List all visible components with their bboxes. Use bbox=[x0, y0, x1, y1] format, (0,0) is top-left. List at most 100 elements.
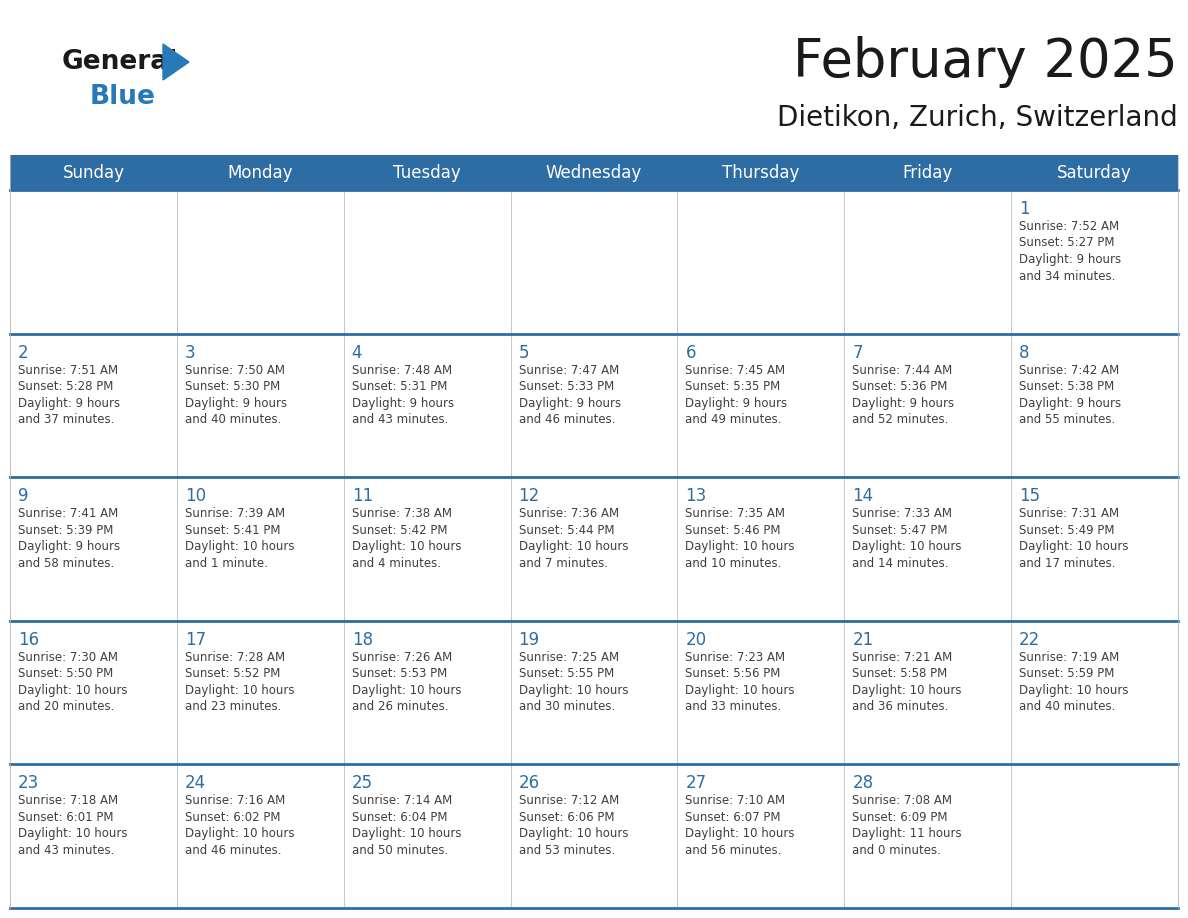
Bar bbox=[1011, 621, 1178, 765]
Text: and 43 minutes.: and 43 minutes. bbox=[18, 844, 114, 856]
Text: Sunset: 5:58 PM: Sunset: 5:58 PM bbox=[852, 667, 948, 680]
Text: 4: 4 bbox=[352, 343, 362, 362]
Text: 7: 7 bbox=[852, 343, 862, 362]
Text: Monday: Monday bbox=[228, 163, 293, 182]
Bar bbox=[1011, 477, 1178, 621]
Text: 1: 1 bbox=[1019, 200, 1030, 218]
Text: and 1 minute.: and 1 minute. bbox=[185, 556, 267, 570]
Text: and 23 minutes.: and 23 minutes. bbox=[185, 700, 282, 713]
Text: and 26 minutes.: and 26 minutes. bbox=[352, 700, 448, 713]
Text: 13: 13 bbox=[685, 487, 707, 505]
Bar bbox=[511, 621, 677, 765]
Text: Daylight: 10 hours: Daylight: 10 hours bbox=[352, 684, 461, 697]
Text: Daylight: 9 hours: Daylight: 9 hours bbox=[18, 397, 120, 409]
Text: Sunrise: 7:08 AM: Sunrise: 7:08 AM bbox=[852, 794, 953, 808]
Text: Daylight: 10 hours: Daylight: 10 hours bbox=[185, 540, 295, 554]
Text: Sunrise: 7:21 AM: Sunrise: 7:21 AM bbox=[852, 651, 953, 664]
Text: Sunrise: 7:10 AM: Sunrise: 7:10 AM bbox=[685, 794, 785, 808]
Text: 23: 23 bbox=[18, 775, 39, 792]
Text: Tuesday: Tuesday bbox=[393, 163, 461, 182]
Text: Daylight: 10 hours: Daylight: 10 hours bbox=[685, 684, 795, 697]
Text: and 4 minutes.: and 4 minutes. bbox=[352, 556, 441, 570]
Bar bbox=[177, 333, 343, 477]
Text: Sunrise: 7:33 AM: Sunrise: 7:33 AM bbox=[852, 508, 953, 521]
Text: Sunset: 5:47 PM: Sunset: 5:47 PM bbox=[852, 523, 948, 537]
Text: 17: 17 bbox=[185, 631, 206, 649]
Text: 5: 5 bbox=[519, 343, 529, 362]
Text: Sunrise: 7:12 AM: Sunrise: 7:12 AM bbox=[519, 794, 619, 808]
Text: Daylight: 9 hours: Daylight: 9 hours bbox=[352, 397, 454, 409]
Bar bbox=[511, 765, 677, 908]
Text: Sunset: 5:33 PM: Sunset: 5:33 PM bbox=[519, 380, 614, 393]
Text: and 53 minutes.: and 53 minutes. bbox=[519, 844, 615, 856]
Text: 2: 2 bbox=[18, 343, 29, 362]
Text: Dietikon, Zurich, Switzerland: Dietikon, Zurich, Switzerland bbox=[777, 104, 1178, 132]
Text: and 40 minutes.: and 40 minutes. bbox=[185, 413, 282, 426]
Bar bbox=[177, 621, 343, 765]
Text: Sunrise: 7:39 AM: Sunrise: 7:39 AM bbox=[185, 508, 285, 521]
Text: and 30 minutes.: and 30 minutes. bbox=[519, 700, 615, 713]
Text: 22: 22 bbox=[1019, 631, 1041, 649]
Text: Daylight: 10 hours: Daylight: 10 hours bbox=[519, 684, 628, 697]
Text: Sunset: 5:39 PM: Sunset: 5:39 PM bbox=[18, 523, 113, 537]
Text: Sunrise: 7:18 AM: Sunrise: 7:18 AM bbox=[18, 794, 118, 808]
Bar bbox=[511, 477, 677, 621]
Text: Sunset: 5:35 PM: Sunset: 5:35 PM bbox=[685, 380, 781, 393]
Bar bbox=[343, 333, 511, 477]
Text: 8: 8 bbox=[1019, 343, 1030, 362]
Text: Sunset: 5:56 PM: Sunset: 5:56 PM bbox=[685, 667, 781, 680]
Text: Sunrise: 7:35 AM: Sunrise: 7:35 AM bbox=[685, 508, 785, 521]
Text: Wednesday: Wednesday bbox=[545, 163, 643, 182]
Bar bbox=[10, 333, 177, 477]
Bar bbox=[1011, 190, 1178, 333]
Bar bbox=[10, 190, 177, 333]
Text: Daylight: 10 hours: Daylight: 10 hours bbox=[519, 827, 628, 840]
Bar bbox=[343, 765, 511, 908]
Text: Sunset: 5:42 PM: Sunset: 5:42 PM bbox=[352, 523, 447, 537]
Text: 16: 16 bbox=[18, 631, 39, 649]
Text: Thursday: Thursday bbox=[722, 163, 800, 182]
Bar bbox=[343, 477, 511, 621]
Text: Sunrise: 7:28 AM: Sunrise: 7:28 AM bbox=[185, 651, 285, 664]
Bar bbox=[677, 190, 845, 333]
Text: 9: 9 bbox=[18, 487, 29, 505]
Text: Sunrise: 7:23 AM: Sunrise: 7:23 AM bbox=[685, 651, 785, 664]
Text: Saturday: Saturday bbox=[1057, 163, 1132, 182]
Text: Blue: Blue bbox=[90, 84, 156, 110]
Text: and 46 minutes.: and 46 minutes. bbox=[185, 844, 282, 856]
Bar bbox=[511, 333, 677, 477]
Bar bbox=[343, 190, 511, 333]
Bar bbox=[845, 333, 1011, 477]
Text: Sunset: 5:44 PM: Sunset: 5:44 PM bbox=[519, 523, 614, 537]
Text: Sunrise: 7:52 AM: Sunrise: 7:52 AM bbox=[1019, 220, 1119, 233]
Text: Sunrise: 7:50 AM: Sunrise: 7:50 AM bbox=[185, 364, 285, 376]
Text: Sunset: 5:46 PM: Sunset: 5:46 PM bbox=[685, 523, 781, 537]
Text: and 55 minutes.: and 55 minutes. bbox=[1019, 413, 1116, 426]
Bar bbox=[10, 155, 177, 190]
Text: Daylight: 10 hours: Daylight: 10 hours bbox=[185, 684, 295, 697]
Text: Sunrise: 7:42 AM: Sunrise: 7:42 AM bbox=[1019, 364, 1119, 376]
Text: Sunrise: 7:38 AM: Sunrise: 7:38 AM bbox=[352, 508, 451, 521]
Text: Daylight: 9 hours: Daylight: 9 hours bbox=[685, 397, 788, 409]
Text: Sunset: 6:02 PM: Sunset: 6:02 PM bbox=[185, 811, 280, 823]
Text: Sunset: 5:59 PM: Sunset: 5:59 PM bbox=[1019, 667, 1114, 680]
Text: 15: 15 bbox=[1019, 487, 1041, 505]
Text: Sunrise: 7:36 AM: Sunrise: 7:36 AM bbox=[519, 508, 619, 521]
Text: and 46 minutes.: and 46 minutes. bbox=[519, 413, 615, 426]
Text: Sunrise: 7:26 AM: Sunrise: 7:26 AM bbox=[352, 651, 451, 664]
Text: Daylight: 10 hours: Daylight: 10 hours bbox=[852, 540, 962, 554]
Text: February 2025: February 2025 bbox=[794, 36, 1178, 88]
Text: Sunrise: 7:51 AM: Sunrise: 7:51 AM bbox=[18, 364, 118, 376]
Text: Sunset: 5:52 PM: Sunset: 5:52 PM bbox=[185, 667, 280, 680]
Text: Sunrise: 7:45 AM: Sunrise: 7:45 AM bbox=[685, 364, 785, 376]
Text: and 10 minutes.: and 10 minutes. bbox=[685, 556, 782, 570]
Text: Daylight: 10 hours: Daylight: 10 hours bbox=[685, 827, 795, 840]
Text: Sunset: 5:28 PM: Sunset: 5:28 PM bbox=[18, 380, 113, 393]
Bar bbox=[511, 155, 677, 190]
Text: Daylight: 10 hours: Daylight: 10 hours bbox=[1019, 684, 1129, 697]
Text: Daylight: 9 hours: Daylight: 9 hours bbox=[185, 397, 287, 409]
Text: 3: 3 bbox=[185, 343, 196, 362]
Text: and 58 minutes.: and 58 minutes. bbox=[18, 556, 114, 570]
Text: Sunrise: 7:25 AM: Sunrise: 7:25 AM bbox=[519, 651, 619, 664]
Text: 21: 21 bbox=[852, 631, 873, 649]
